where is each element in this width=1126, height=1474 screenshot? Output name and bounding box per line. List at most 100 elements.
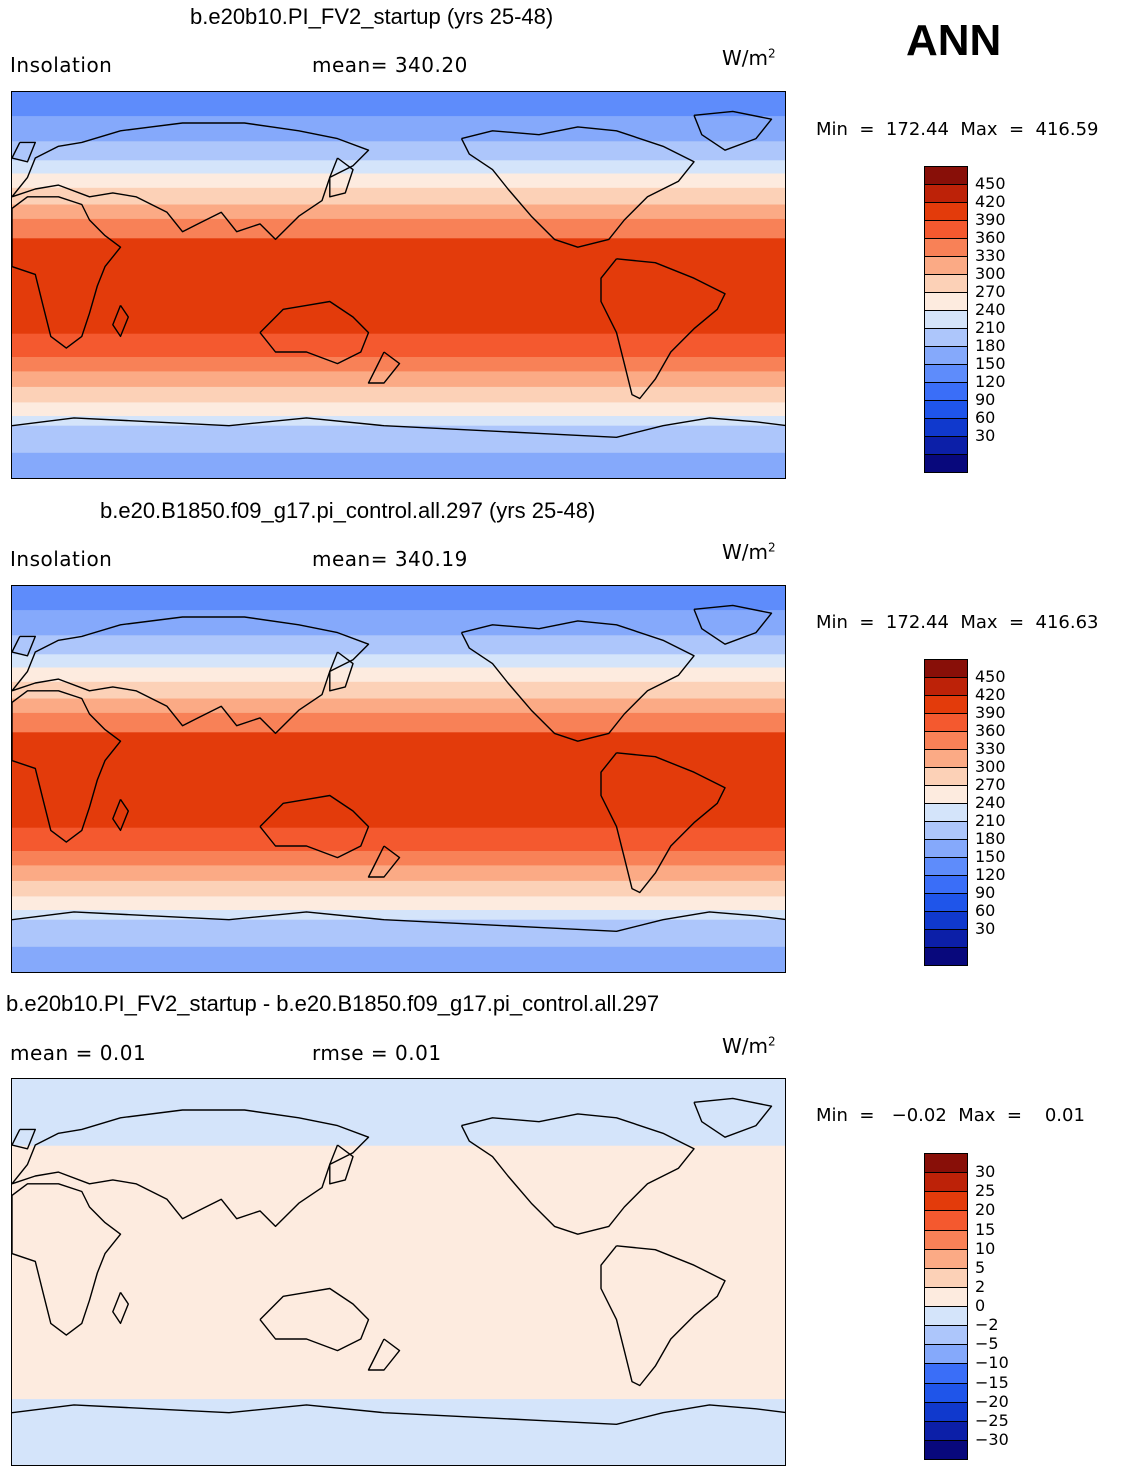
panel-3-units: W/m2 (722, 1034, 776, 1058)
coastline (12, 690, 122, 843)
coastline (112, 305, 130, 338)
colorbar-swatch (924, 803, 968, 822)
panel-2-colorbar: 450 420 390 360 330 300 270 240 210 180 150 120 90 60… (924, 659, 1006, 966)
latitude-band (12, 425, 785, 454)
panel-1-variable-label: Insolation (10, 53, 113, 77)
coastline (693, 1097, 773, 1138)
latitude-band (12, 238, 785, 335)
colorbar-tick-label: 300 (975, 757, 1006, 776)
colorbar-swatch (924, 328, 968, 347)
panel-3-mean-label: mean = 0.01 (10, 1041, 147, 1065)
coastline (12, 635, 36, 657)
colorbar-tick-label: 420 (975, 685, 1006, 704)
panel-1-title: b.e20b10.PI_FV2_startup (yrs 25-48) (190, 4, 554, 29)
colorbar-tick-label: 450 (975, 174, 1006, 193)
colorbar-tick-label: −5 (975, 1334, 999, 1354)
latitude-band (12, 116, 785, 142)
colorbar-swatch (924, 713, 968, 732)
colorbar-tick-label: 180 (975, 829, 1006, 848)
coastline (460, 126, 695, 248)
panel-1-map (11, 91, 786, 479)
colorbar-swatch (924, 839, 968, 858)
colorbar-tick-label: 2 (975, 1276, 986, 1296)
coastline (12, 141, 36, 163)
colorbar-tick-label: 120 (975, 372, 1006, 391)
panel-2-minmax: Min = 172.44 Max = 416.63 (816, 612, 1099, 633)
colorbar-swatch (924, 1153, 968, 1174)
colorbar-swatch (924, 166, 968, 185)
panel-1-units: W/m2 (722, 46, 776, 70)
colorbar-swatch (924, 1248, 968, 1269)
latitude-band (12, 681, 785, 699)
latitude-band (12, 910, 785, 921)
colorbar-tick-label: 60 (975, 901, 996, 920)
coastline (693, 110, 773, 151)
colorbar-swatch (924, 274, 968, 293)
colorbar-swatch (924, 364, 968, 383)
latitude-band (12, 698, 785, 714)
colorbar-tick-label: 0 (975, 1296, 986, 1315)
latitude-band (12, 896, 785, 911)
colorbar-swatch (924, 1172, 968, 1193)
colorbar-swatch (924, 911, 968, 930)
colorbar-swatch (924, 1382, 968, 1403)
latitude-band (12, 586, 785, 611)
colorbar-tick-label: 150 (975, 847, 1006, 866)
colorbar-tick-label: 30 (975, 919, 996, 938)
latitude-band (12, 1399, 785, 1465)
panel-2-units: W/m2 (722, 540, 776, 564)
panel-1-colorbar: 450 420 390 360 330 300 270 240 210 180 150 120 90 60… (924, 166, 1006, 473)
panel-3-rmse-label: rmse = 0.01 (312, 1041, 442, 1065)
colorbar-tick-label: −25 (975, 1410, 1009, 1430)
colorbar-swatch (924, 202, 968, 221)
latitude-band (12, 1145, 785, 1400)
colorbar-swatch (924, 220, 968, 239)
latitude-band (12, 732, 785, 829)
coastline (112, 799, 130, 832)
panel-1-mean-label: mean= 340.20 (312, 53, 468, 77)
colorbar-swatch (924, 400, 968, 419)
latitude-band (12, 919, 785, 948)
colorbar-swatch (924, 1286, 968, 1307)
colorbar-swatch (924, 256, 968, 275)
coastline (12, 1109, 370, 1228)
coastline (329, 651, 354, 692)
latitude-band (12, 160, 785, 174)
latitude-band (12, 610, 785, 636)
latitude-band (12, 880, 785, 897)
colorbar-swatch (924, 893, 968, 912)
coastline (367, 845, 401, 878)
colorbar-tick-label: 5 (975, 1257, 986, 1277)
colorbar-swatch (924, 731, 968, 750)
colorbar-swatch (924, 821, 968, 840)
colorbar-tick-label: 300 (975, 264, 1006, 283)
colorbar-swatch (924, 1439, 968, 1460)
colorbar-tick-label: 210 (975, 811, 1006, 830)
colorbar-tick-label: 180 (975, 336, 1006, 355)
colorbar-tick-label: 30 (975, 426, 996, 445)
latitude-band (12, 946, 785, 972)
colorbar-tick-label: 20 (975, 1200, 996, 1220)
colorbar-swatch (924, 785, 968, 804)
coastline (367, 351, 401, 384)
colorbar-tick-label: 150 (975, 354, 1006, 373)
coastline (12, 196, 122, 349)
colorbar-swatch (924, 1344, 968, 1365)
colorbar-swatch (924, 857, 968, 876)
colorbar-tick-label: −20 (975, 1391, 1009, 1411)
colorbar-swatch (924, 1191, 968, 1212)
coastline (259, 1287, 370, 1352)
coastline (259, 300, 370, 365)
panel-3-colorbar: 30 25 20 15 10 5 2 0 −2 −5 −10 −15 −20 −25 −30 (924, 1153, 1009, 1460)
panel-2-variable-label: Insolation (10, 547, 113, 571)
colorbar-swatch (924, 1229, 968, 1250)
latitude-band (12, 712, 785, 733)
coastline (112, 1292, 130, 1325)
colorbar-swatch (924, 749, 968, 768)
colorbar-tick-label: 120 (975, 865, 1006, 884)
latitude-band (12, 187, 785, 205)
latitude-band (12, 1079, 785, 1147)
coastline (12, 1183, 122, 1336)
latitude-band (12, 654, 785, 668)
coastline (460, 1113, 695, 1235)
